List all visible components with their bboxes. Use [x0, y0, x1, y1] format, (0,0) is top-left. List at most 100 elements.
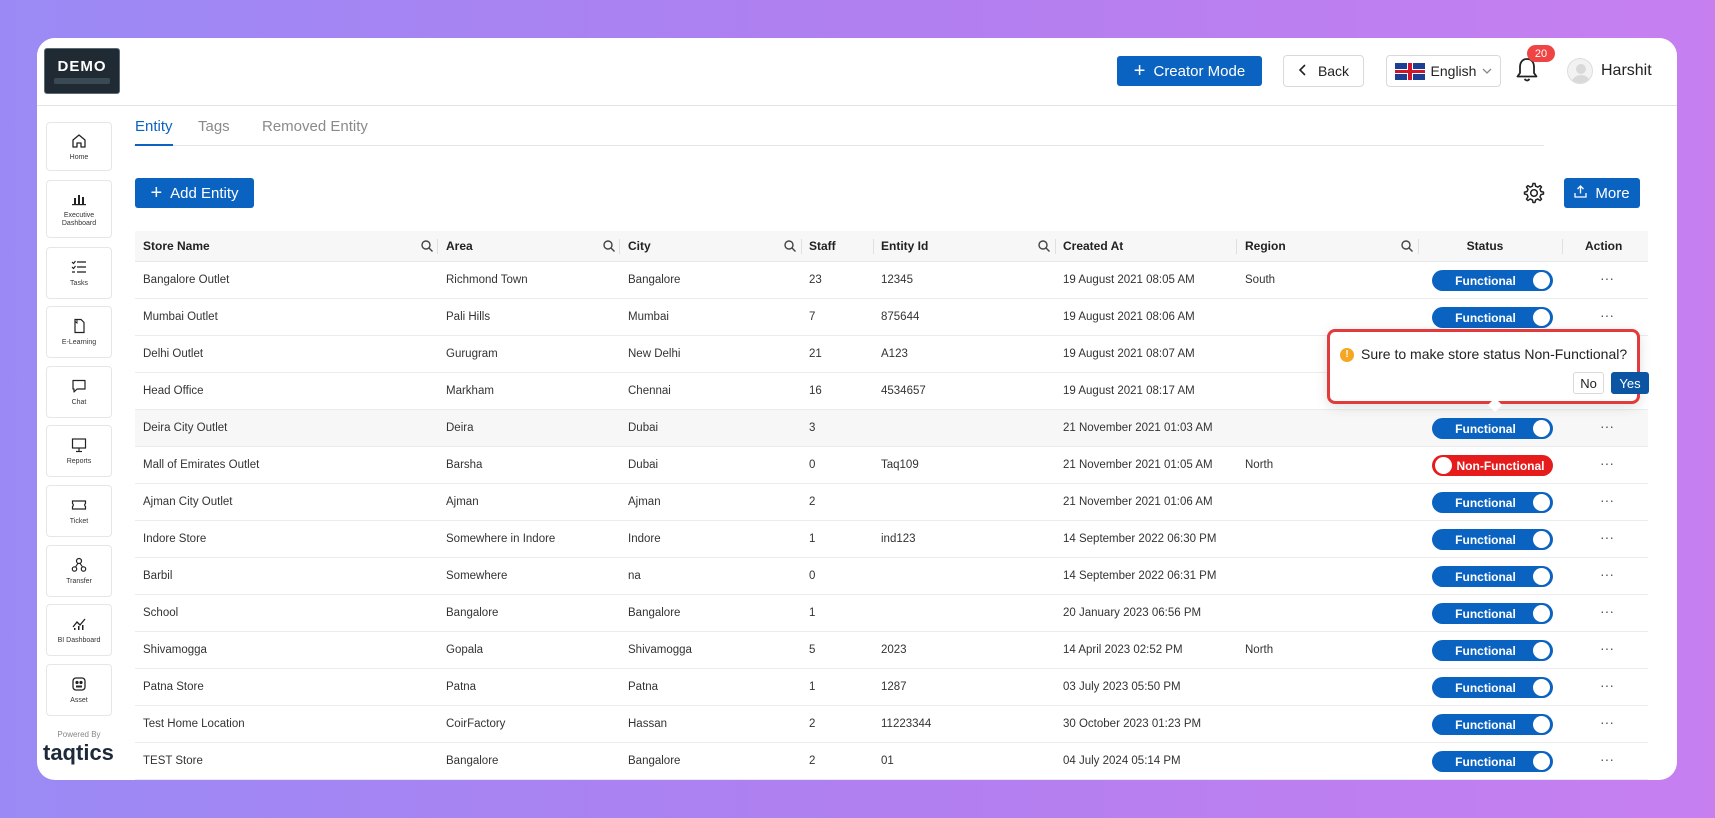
document-icon — [70, 317, 88, 335]
cell-entity-id: 4534657 — [881, 385, 926, 397]
search-icon[interactable] — [783, 239, 797, 253]
toggle-knob — [1533, 679, 1550, 696]
creator-mode-button[interactable]: + Creator Mode — [1117, 56, 1262, 86]
status-toggle[interactable]: Functional — [1432, 640, 1553, 661]
cell-city: Patna — [628, 681, 659, 693]
cell-entity-id: 12345 — [881, 274, 913, 286]
row-action-menu[interactable]: ··· — [1600, 492, 1614, 508]
status-toggle[interactable]: Functional — [1432, 751, 1553, 772]
cell-area: Deira — [446, 422, 474, 434]
row-action-menu[interactable]: ··· — [1600, 307, 1614, 323]
gear-icon[interactable] — [1522, 181, 1546, 205]
status-label: Functional — [1455, 421, 1516, 436]
status-toggle[interactable]: Functional — [1432, 529, 1553, 550]
table-row: Shivamogga Gopala Shivamogga 5 2023 14 April … — [135, 632, 1648, 669]
sidebar-item-executive-dashboard[interactable]: Executive Dashboard — [46, 180, 112, 238]
row-action-menu[interactable]: ··· — [1600, 677, 1614, 693]
language-selector[interactable]: English — [1386, 55, 1501, 87]
search-icon[interactable] — [602, 239, 616, 253]
cell-store-name: Test Home Location — [143, 718, 245, 730]
row-action-menu[interactable]: ··· — [1600, 566, 1614, 582]
sidebar-item-bi-dashboard[interactable]: BI Dashboard — [46, 604, 112, 656]
cell-store-name: Barbil — [143, 570, 173, 582]
presentation-icon — [70, 436, 88, 454]
search-icon[interactable] — [1400, 239, 1414, 253]
table-body: Bangalore Outlet Richmond Town Bangalore 23… — [135, 262, 1648, 780]
row-action-menu[interactable]: ··· — [1600, 270, 1614, 286]
status-toggle[interactable]: Non-Functional — [1432, 455, 1553, 476]
plus-icon: + — [1133, 60, 1146, 82]
cell-entity-id: A123 — [881, 348, 908, 360]
column-divider — [619, 239, 620, 254]
sidebar-label: Reports — [66, 458, 92, 465]
tab-removed-entity[interactable]: Removed Entity — [262, 118, 368, 135]
search-icon[interactable] — [1037, 239, 1051, 253]
cell-store-name: Ajman City Outlet — [143, 496, 233, 508]
status-toggle[interactable]: Functional — [1432, 492, 1553, 513]
chevron-down-icon — [1482, 64, 1492, 78]
add-entity-button[interactable]: + Add Entity — [135, 178, 254, 208]
confirm-no-button[interactable]: No — [1573, 372, 1604, 394]
more-button[interactable]: More — [1564, 178, 1640, 208]
row-action-menu[interactable]: ··· — [1600, 714, 1614, 730]
row-action-menu[interactable]: ··· — [1600, 418, 1614, 434]
status-toggle[interactable]: Functional — [1432, 307, 1553, 328]
cell-area: Patna — [446, 681, 477, 693]
cell-staff: 5 — [809, 644, 816, 656]
cell-city: Ajman — [628, 496, 661, 508]
toggle-knob — [1435, 457, 1452, 474]
cell-staff: 2 — [809, 718, 816, 730]
cell-area: CoirFactory — [446, 718, 506, 730]
sidebar-item-asset[interactable]: Asset — [46, 664, 112, 716]
entity-tabs: Entity Tags Removed Entity — [134, 118, 1544, 146]
status-toggle[interactable]: Functional — [1432, 603, 1553, 624]
status-toggle[interactable]: Functional — [1432, 714, 1553, 735]
row-action-menu[interactable]: ··· — [1600, 751, 1614, 767]
cell-store-name: Deira City Outlet — [143, 422, 228, 434]
row-action-menu[interactable]: ··· — [1600, 455, 1614, 471]
confirm-yes-button[interactable]: Yes — [1611, 372, 1649, 394]
status-toggle[interactable]: Functional — [1432, 566, 1553, 587]
status-toggle[interactable]: Functional — [1432, 677, 1553, 698]
status-label: Functional — [1455, 680, 1516, 695]
cell-area: Bangalore — [446, 755, 499, 767]
cell-created-at: 21 November 2021 01:03 AM — [1063, 422, 1213, 434]
column-divider — [873, 239, 874, 254]
toggle-knob — [1533, 494, 1550, 511]
sidebar-item-e-learning[interactable]: E-Learning — [46, 306, 112, 358]
status-toggle[interactable]: Functional — [1432, 418, 1553, 439]
sidebar-item-transfer[interactable]: Transfer — [46, 545, 112, 597]
cell-entity-id: ind123 — [881, 533, 916, 545]
column-divider — [1562, 239, 1563, 254]
header-city: City — [628, 239, 651, 253]
transfer-icon — [70, 556, 88, 574]
tab-entity[interactable]: Entity — [135, 118, 173, 146]
line-chart-icon — [70, 615, 88, 633]
cell-staff: 3 — [809, 422, 816, 434]
status-label: Functional — [1455, 643, 1516, 658]
sidebar-item-ticket[interactable]: Ticket — [46, 485, 112, 537]
row-action-menu[interactable]: ··· — [1600, 603, 1614, 619]
cell-created-at: 14 April 2023 02:52 PM — [1063, 644, 1183, 656]
creator-mode-label: Creator Mode — [1153, 62, 1246, 80]
notification-badge: 20 — [1527, 45, 1555, 62]
table-row: Ajman City Outlet Ajman Ajman 2 21 November … — [135, 484, 1648, 521]
sidebar-item-home[interactable]: Home — [46, 122, 112, 171]
cell-staff: 23 — [809, 274, 822, 286]
row-action-menu[interactable]: ··· — [1600, 640, 1614, 656]
upload-icon — [1574, 184, 1588, 202]
sidebar-item-reports[interactable]: Reports — [46, 425, 112, 477]
cell-created-at: 14 September 2022 06:31 PM — [1063, 570, 1217, 582]
row-action-menu[interactable]: ··· — [1600, 529, 1614, 545]
sidebar-item-chat[interactable]: Chat — [46, 366, 112, 418]
user-menu[interactable]: Harshit — [1567, 54, 1652, 88]
popover-message: Sure to make store status Non-Functional… — [1361, 346, 1628, 362]
sidebar-item-tasks[interactable]: Tasks — [46, 247, 112, 299]
status-toggle[interactable]: Functional — [1432, 270, 1553, 291]
entity-table: Store Name Area City Staff Entity Id Cre… — [135, 231, 1648, 780]
tab-tags[interactable]: Tags — [198, 118, 230, 135]
back-button[interactable]: Back — [1283, 55, 1364, 87]
company-logo[interactable]: DEMO — [44, 48, 120, 94]
search-icon[interactable] — [420, 239, 434, 253]
table-row: Test Home Location CoirFactory Hassan 2 1122… — [135, 706, 1648, 743]
